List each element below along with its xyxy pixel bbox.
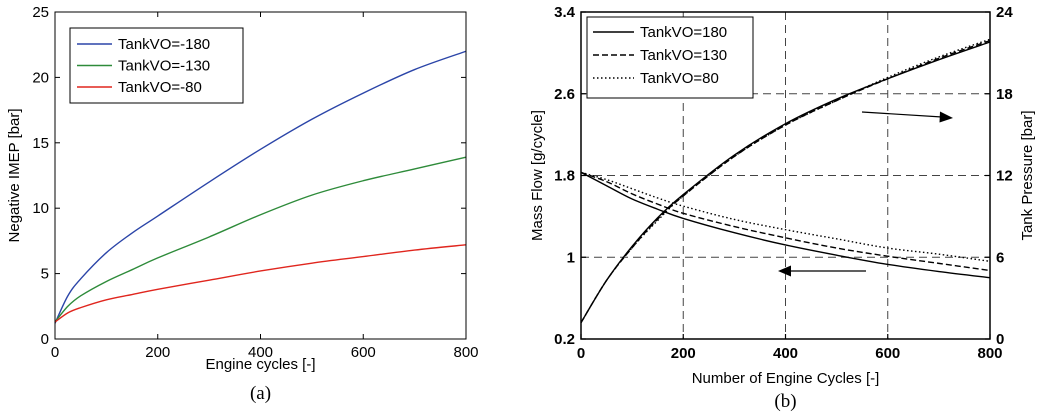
x-axis-label-b: Number of Engine Cycles [-] (692, 370, 880, 387)
series-line-b-0 (580, 171, 991, 279)
arrow-left-head (778, 265, 791, 277)
legend-label-b-0: TankVO=180 (640, 24, 727, 41)
series-line-a-1 (54, 156, 467, 323)
caption-b: (b) (774, 391, 796, 412)
series-line-b-1 (580, 171, 991, 272)
y-tick-label-a: 15 (32, 135, 49, 152)
series-line-a-0 (54, 50, 467, 324)
legend-label-a-1: TankVO=-130 (118, 58, 210, 75)
legend-box-b (586, 16, 754, 99)
panel-a: 0 200 400 600 800 0 5 10 15 20 25 Engine cycles [-… (6, 4, 479, 404)
arrow-right-shaft (861, 111, 943, 118)
y-tick-label-right-b: 6 (996, 249, 1004, 266)
y-tick-label-a: 25 (32, 4, 49, 21)
legend-label-b-1: TankVO=130 (640, 47, 727, 64)
series-line-b-2 (580, 171, 991, 263)
legend-label-a-2: TankVO=-80 (118, 79, 202, 96)
x-tick-label-a: 400 (248, 344, 273, 361)
x-tick-label-a: 600 (351, 344, 376, 361)
arrow-right-head (939, 111, 953, 123)
series-line-b-5 (580, 38, 991, 324)
y-tick-label-b: 2.6 (554, 86, 575, 103)
y-tick-label-right-b: 12 (996, 168, 1013, 185)
y-axis-label-a: Negative IMEP [bar] (6, 109, 23, 243)
x-tick-label-a: 200 (145, 344, 170, 361)
y-tick-label-b: 3.4 (554, 4, 576, 21)
x-tick-label-b: 200 (671, 345, 696, 362)
y-tick-label-b: 1.8 (554, 168, 575, 185)
x-axis-label-a: Engine cycles [-] (205, 356, 315, 373)
y-tick-label-a: 5 (41, 266, 49, 283)
x-tick-label-b: 400 (773, 345, 798, 362)
x-tick-label-a: 0 (51, 344, 59, 361)
y-tick-label-right-b: 0 (996, 331, 1004, 348)
legend-label-b-2: TankVO=80 (640, 70, 719, 87)
y-tick-label-right-b: 24 (996, 4, 1013, 21)
y-axis-right-label-b: Tank Pressure [bar] (1019, 110, 1036, 240)
caption-a: (a) (250, 383, 271, 404)
y-tick-label-right-b: 18 (996, 86, 1013, 103)
x-tick-label-b: 0 (577, 345, 585, 362)
legend-label-a-0: TankVO=-180 (118, 36, 210, 53)
x-tick-label-b: 800 (977, 345, 1002, 362)
y-tick-label-b: 1 (567, 249, 575, 266)
y-tick-label-b: 0.2 (554, 331, 575, 348)
legend-b: TankVO=180 TankVO=130 TankVO=80 (586, 16, 754, 99)
y-tick-label-a: 20 (32, 69, 49, 86)
panel-b: 0 200 400 600 800 0.2 1 1.8 2.6 3.4 0 6 12 18 24 Numbe… (529, 4, 1036, 412)
x-tick-label-b: 600 (875, 345, 900, 362)
legend-a: TankVO=-180 TankVO=-130 TankVO=-80 (69, 27, 244, 104)
x-tick-label-a: 800 (453, 344, 478, 361)
y-tick-label-a: 0 (41, 331, 49, 348)
series-line-a-2 (54, 244, 467, 323)
y-tick-label-a: 10 (32, 200, 49, 217)
y-axis-label-b: Mass Flow [g/cycle] (529, 110, 546, 241)
